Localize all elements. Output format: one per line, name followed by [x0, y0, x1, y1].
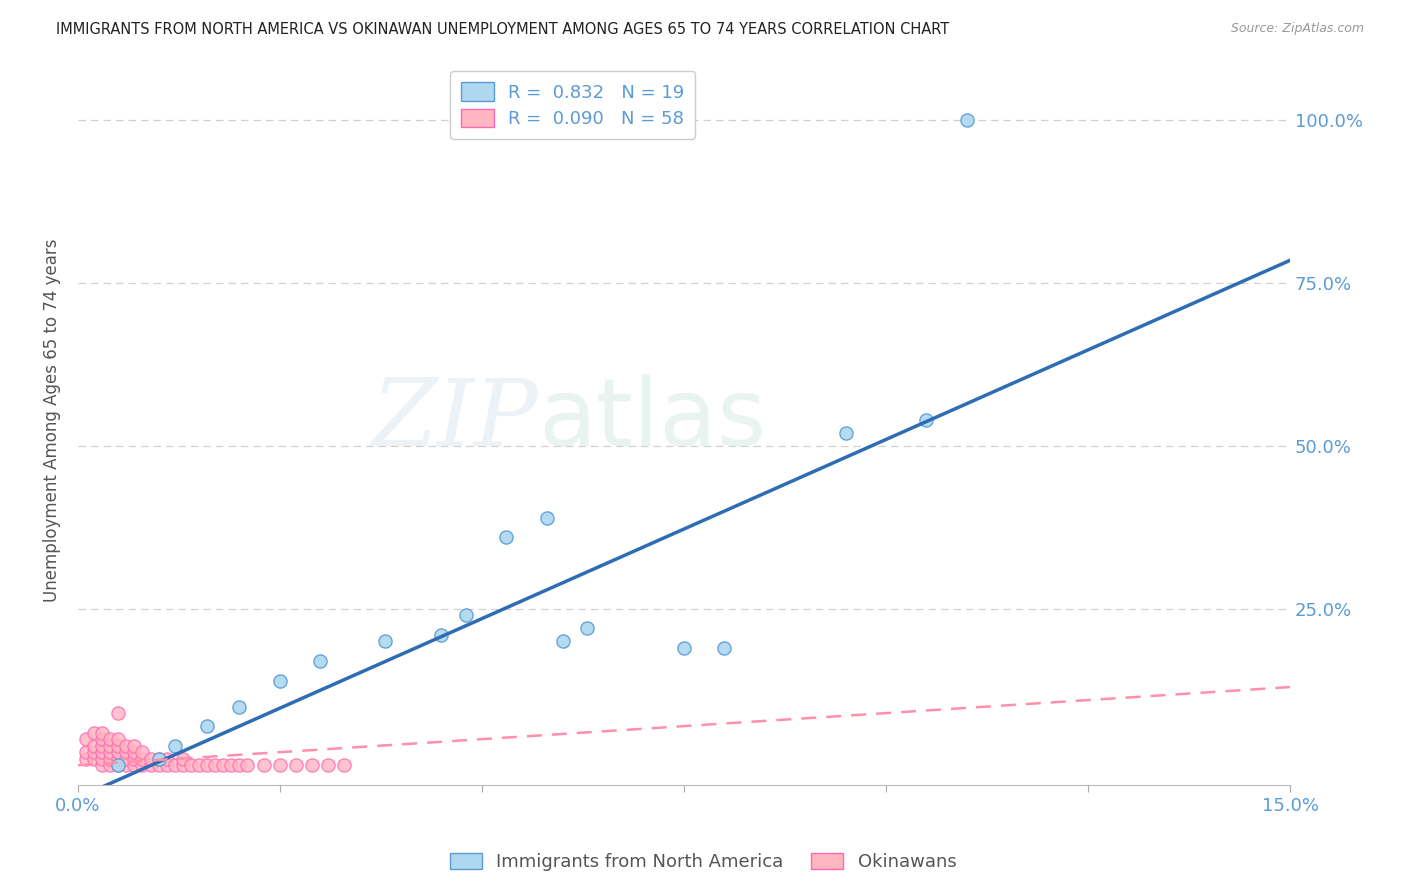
Y-axis label: Unemployment Among Ages 65 to 74 years: Unemployment Among Ages 65 to 74 years — [44, 238, 60, 602]
Point — [83, 752, 105, 766]
Legend: R =  0.832   N = 19, R =  0.090   N = 58: R = 0.832 N = 19, R = 0.090 N = 58 — [450, 71, 696, 139]
Text: ZIP: ZIP — [371, 375, 538, 465]
Point — [115, 739, 138, 753]
Point — [551, 634, 574, 648]
Point — [107, 739, 129, 753]
Point — [131, 752, 153, 766]
Point — [156, 752, 179, 766]
Point — [495, 530, 517, 544]
Point — [91, 732, 114, 747]
Point — [131, 745, 153, 759]
Point — [139, 752, 162, 766]
Point — [309, 654, 332, 668]
Point — [124, 745, 146, 759]
Text: Source: ZipAtlas.com: Source: ZipAtlas.com — [1230, 22, 1364, 36]
Point — [221, 758, 243, 772]
Point — [107, 752, 129, 766]
Point — [75, 745, 97, 759]
Point — [253, 758, 276, 772]
Point — [115, 752, 138, 766]
Point — [98, 758, 121, 772]
Point — [91, 752, 114, 766]
Point — [83, 739, 105, 753]
Point — [956, 113, 979, 128]
Point — [107, 758, 129, 772]
Point — [228, 699, 250, 714]
Text: IMMIGRANTS FROM NORTH AMERICA VS OKINAWAN UNEMPLOYMENT AMONG AGES 65 TO 74 YEARS: IMMIGRANTS FROM NORTH AMERICA VS OKINAWA… — [56, 22, 949, 37]
Point — [91, 745, 114, 759]
Legend: Immigrants from North America, Okinawans: Immigrants from North America, Okinawans — [443, 846, 963, 879]
Point — [454, 608, 477, 623]
Point — [236, 758, 259, 772]
Point — [139, 758, 162, 772]
Point — [269, 673, 291, 688]
Point — [131, 758, 153, 772]
Point — [301, 758, 323, 772]
Point — [228, 758, 250, 772]
Point — [430, 628, 453, 642]
Point — [163, 758, 186, 772]
Point — [212, 758, 235, 772]
Point — [318, 758, 340, 772]
Point — [91, 739, 114, 753]
Text: atlas: atlas — [538, 374, 766, 466]
Point — [124, 739, 146, 753]
Point — [180, 758, 202, 772]
Point — [83, 725, 105, 739]
Point — [98, 739, 121, 753]
Point — [374, 634, 396, 648]
Point — [172, 758, 194, 772]
Point — [107, 706, 129, 720]
Point — [195, 758, 218, 772]
Point — [124, 752, 146, 766]
Point — [75, 752, 97, 766]
Point — [83, 745, 105, 759]
Point — [107, 732, 129, 747]
Point — [536, 510, 558, 524]
Point — [204, 758, 226, 772]
Point — [163, 739, 186, 753]
Point — [98, 732, 121, 747]
Point — [148, 758, 170, 772]
Point — [115, 758, 138, 772]
Point — [915, 413, 938, 427]
Point — [107, 745, 129, 759]
Point — [98, 752, 121, 766]
Point — [834, 425, 856, 440]
Point — [333, 758, 356, 772]
Point — [148, 752, 170, 766]
Point — [98, 745, 121, 759]
Point — [115, 745, 138, 759]
Point — [672, 640, 695, 655]
Point — [713, 640, 735, 655]
Point — [269, 758, 291, 772]
Point — [148, 752, 170, 766]
Point — [172, 752, 194, 766]
Point — [107, 758, 129, 772]
Point — [91, 758, 114, 772]
Point — [575, 621, 598, 635]
Point — [285, 758, 308, 772]
Point — [188, 758, 211, 772]
Point — [91, 725, 114, 739]
Point — [124, 758, 146, 772]
Point — [156, 758, 179, 772]
Point — [75, 732, 97, 747]
Point — [195, 719, 218, 733]
